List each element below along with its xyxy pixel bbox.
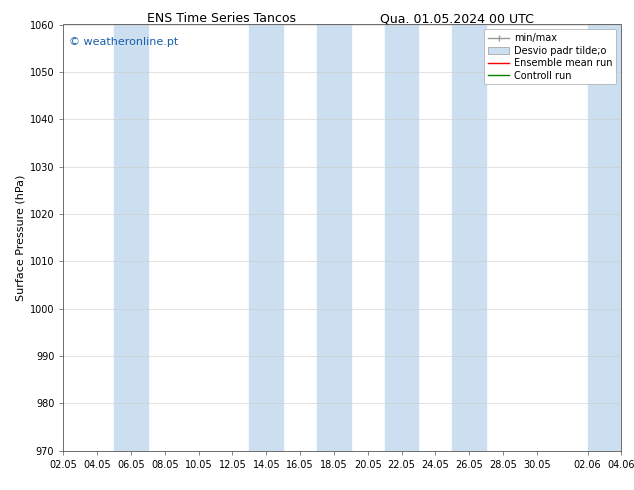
Bar	[588, 24, 621, 451]
Bar	[452, 24, 486, 451]
Text: © weatheronline.pt: © weatheronline.pt	[69, 37, 178, 48]
Bar	[385, 24, 418, 451]
Text: ENS Time Series Tancos: ENS Time Series Tancos	[147, 12, 297, 25]
Bar	[249, 24, 283, 451]
Legend: min/max, Desvio padr tilde;o, Ensemble mean run, Controll run: min/max, Desvio padr tilde;o, Ensemble m…	[484, 29, 616, 84]
Text: Qua. 01.05.2024 00 UTC: Qua. 01.05.2024 00 UTC	[380, 12, 533, 25]
Bar	[114, 24, 148, 451]
Bar	[317, 24, 351, 451]
Y-axis label: Surface Pressure (hPa): Surface Pressure (hPa)	[16, 174, 25, 301]
